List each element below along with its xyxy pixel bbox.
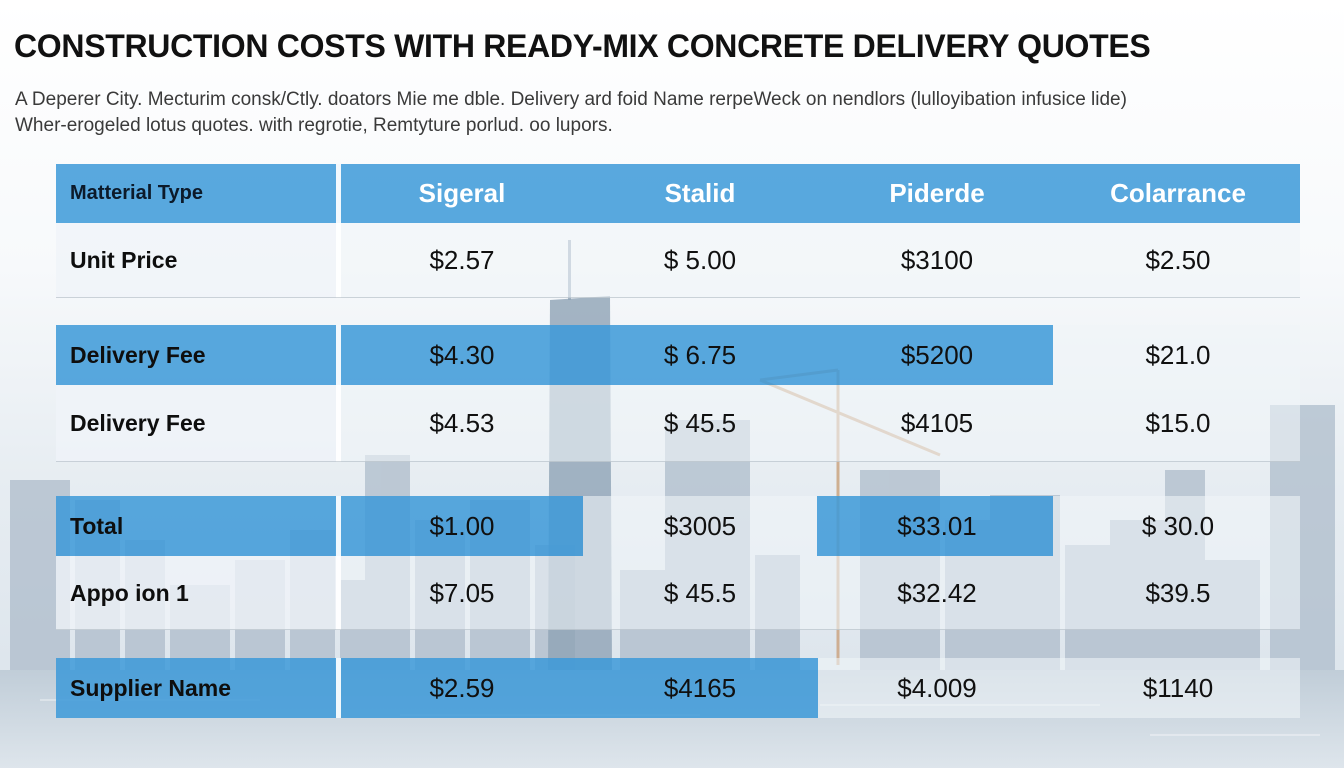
table-cell: $ 30.0 — [1141, 510, 1215, 541]
page-title: CONSTRUCTION COSTS WITH READY-MIX CONCRE… — [14, 28, 1151, 64]
table-cell: $2.59 — [429, 672, 495, 703]
row-background — [1053, 325, 1300, 385]
row-highlight-background — [817, 496, 1053, 556]
table-row: Supplier Name $2.59 $4165 $4.009 $1140 — [56, 658, 1300, 718]
row-border — [56, 629, 1300, 630]
column-divider — [336, 658, 341, 718]
table-cell: $4.30 — [429, 339, 495, 370]
column-header: Colarrance — [1110, 178, 1246, 208]
table-cell: $ 6.75 — [663, 339, 737, 370]
column-header: Sigeral — [418, 178, 506, 208]
row-label: Supplier Name — [70, 674, 232, 701]
row-background — [340, 385, 1300, 462]
column-divider — [336, 164, 341, 223]
row-highlight-background — [56, 496, 583, 556]
row-label: Delivery Fee — [70, 410, 206, 436]
table-cell: $15.0 — [1145, 408, 1211, 438]
table-row: Total $1.00 $3005 $33.01 $ 30.0 — [56, 496, 1300, 556]
row-label-background — [56, 223, 340, 298]
table-cell: $4105 — [900, 408, 974, 438]
header-label-cell: Matterial Type — [70, 182, 203, 204]
row-background — [818, 658, 1300, 718]
table-cell: $1.00 — [429, 510, 495, 541]
table-cell: $39.5 — [1145, 577, 1211, 608]
header-background — [56, 164, 1300, 223]
table-cell: $7.05 — [429, 577, 495, 608]
subtitle-line-2: Wher-erogeled lotus quotes. with regroti… — [15, 115, 613, 136]
row-background — [340, 556, 1300, 630]
table-cell: $2.57 — [429, 245, 495, 275]
column-divider — [336, 496, 341, 556]
row-label: Appo ion 1 — [70, 579, 189, 606]
table-cell: $3005 — [663, 510, 737, 541]
table-cell: $5200 — [900, 339, 974, 370]
row-label-background — [56, 385, 340, 462]
table-cell: $ 45.5 — [663, 577, 737, 608]
column-header: Piderde — [889, 178, 985, 208]
table-cell: $32.42 — [897, 577, 977, 608]
table-cell: $ 5.00 — [663, 245, 737, 275]
column-divider — [336, 385, 341, 462]
row-label: Unit Price — [70, 247, 178, 273]
row-background — [340, 223, 1300, 298]
table-row: Unit Price $2.57 $ 5.00 $3100 $2.50 — [56, 223, 1300, 298]
row-background — [1053, 496, 1300, 556]
table-cell: $ 45.5 — [663, 408, 737, 438]
row-label: Delivery Fee — [70, 341, 206, 368]
table-cell: $33.01 — [897, 510, 977, 541]
row-border — [56, 461, 1300, 462]
table-cell: $4.009 — [897, 672, 977, 703]
row-border — [56, 297, 1300, 298]
table-cell: $1140 — [1142, 672, 1214, 703]
column-divider — [336, 223, 341, 298]
table-header-row: Matterial Type Sigeral Stalid Piderde Co… — [56, 164, 1300, 223]
row-label: Total — [70, 512, 124, 539]
table-cell: $2.50 — [1145, 245, 1211, 275]
table-cell: $3100 — [900, 245, 974, 275]
column-divider — [336, 556, 341, 630]
column-header: Stalid — [664, 178, 736, 208]
table-row: Delivery Fee $4.30 $ 6.75 $5200 $21.0 — [56, 325, 1300, 385]
table-cell: $4165 — [663, 672, 737, 703]
table-cell: $21.0 — [1145, 339, 1211, 370]
row-label-background — [56, 556, 340, 630]
row-background — [583, 496, 817, 556]
table-row: Appo ion 1 $7.05 $ 45.5 $32.42 $39.5 — [56, 556, 1300, 630]
column-divider — [336, 325, 341, 385]
row-highlight-background — [56, 325, 1053, 385]
row-highlight-background — [56, 658, 818, 718]
subtitle-line-1: A Deperer City. Mecturim consk/Ctly. doa… — [15, 89, 1127, 110]
table-cell: $4.53 — [429, 408, 495, 438]
table-row: Delivery Fee $4.53 $ 45.5 $4105 $15.0 — [56, 385, 1300, 462]
